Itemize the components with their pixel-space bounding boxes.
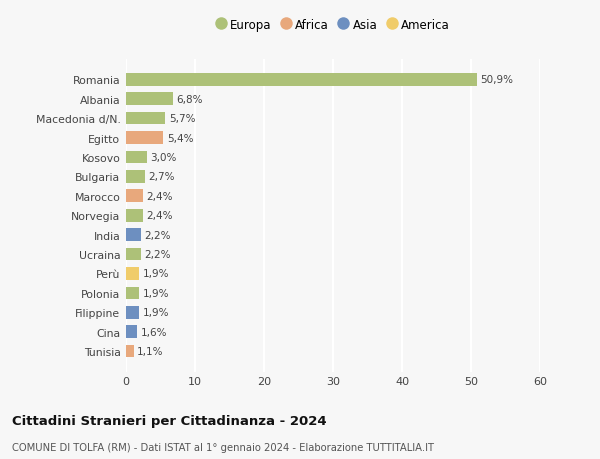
Bar <box>126 190 143 203</box>
Text: 1,9%: 1,9% <box>143 288 169 298</box>
Text: Cittadini Stranieri per Cittadinanza - 2024: Cittadini Stranieri per Cittadinanza - 2… <box>12 414 326 428</box>
Bar <box>126 74 477 86</box>
Text: 1,1%: 1,1% <box>137 347 164 356</box>
Text: 50,9%: 50,9% <box>481 75 514 85</box>
Bar <box>126 306 139 319</box>
Bar <box>126 229 141 241</box>
Text: 2,2%: 2,2% <box>145 250 171 259</box>
Text: COMUNE DI TOLFA (RM) - Dati ISTAT al 1° gennaio 2024 - Elaborazione TUTTITALIA.I: COMUNE DI TOLFA (RM) - Dati ISTAT al 1° … <box>12 442 434 452</box>
Bar <box>126 248 141 261</box>
Text: 2,4%: 2,4% <box>146 191 173 202</box>
Text: 3,0%: 3,0% <box>150 153 176 162</box>
Text: 2,4%: 2,4% <box>146 211 173 221</box>
Bar <box>126 93 173 106</box>
Text: 1,9%: 1,9% <box>143 269 169 279</box>
Text: 5,7%: 5,7% <box>169 114 195 124</box>
Bar <box>126 171 145 183</box>
Text: 1,9%: 1,9% <box>143 308 169 318</box>
Bar <box>126 287 139 300</box>
Bar <box>126 112 166 125</box>
Bar <box>126 151 146 164</box>
Text: 6,8%: 6,8% <box>176 95 203 105</box>
Bar <box>126 268 139 280</box>
Bar <box>126 345 134 358</box>
Bar <box>126 132 163 145</box>
Bar <box>126 325 137 338</box>
Legend: Europa, Africa, Asia, America: Europa, Africa, Asia, America <box>216 19 450 32</box>
Text: 2,7%: 2,7% <box>148 172 175 182</box>
Text: 1,6%: 1,6% <box>140 327 167 337</box>
Bar <box>126 209 143 222</box>
Text: 2,2%: 2,2% <box>145 230 171 240</box>
Text: 5,4%: 5,4% <box>167 133 193 143</box>
